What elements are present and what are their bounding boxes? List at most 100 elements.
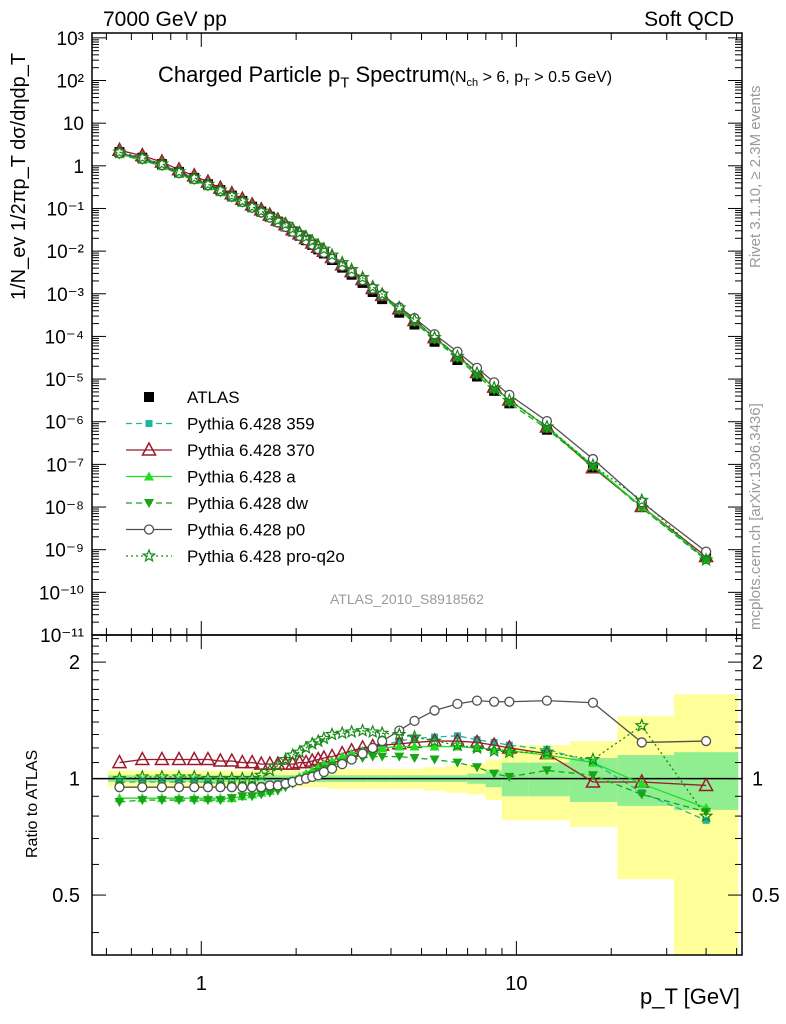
ratio-point — [429, 755, 440, 765]
ratio-point — [407, 729, 422, 744]
ratio-point — [409, 741, 420, 751]
y-tick-label: 10⁻¹⁰ — [39, 583, 84, 604]
x-tick-label: 1 — [196, 973, 207, 995]
ratio-point — [469, 740, 485, 755]
cut-sub: ch — [466, 77, 479, 90]
ratio-point — [409, 715, 420, 726]
ratio-point — [539, 744, 555, 759]
chart-title: Charged Particle pT Spectrum(Nch > 6, pT… — [158, 62, 612, 91]
legend-label: Pythia 6.428 pro-q2o — [187, 547, 345, 566]
ratio-point — [244, 770, 260, 785]
cut-part1: (N — [449, 69, 467, 86]
data-point — [186, 170, 202, 184]
data-point — [365, 279, 380, 294]
ratio-point — [154, 769, 170, 784]
ratio-point — [634, 718, 650, 732]
data-point — [698, 552, 714, 567]
band-total — [673, 694, 739, 955]
data-point — [316, 241, 332, 256]
ratio-point — [587, 697, 599, 708]
ratio-point — [112, 770, 127, 785]
data-point — [634, 492, 650, 507]
title-main-sub: T — [340, 74, 350, 92]
data-point — [292, 225, 307, 239]
ratio-point — [472, 763, 483, 773]
ratio-point — [111, 753, 128, 769]
y-tick-label: 10³ — [57, 29, 84, 50]
data-point — [344, 261, 359, 276]
ratio-point — [138, 778, 146, 786]
ratio-point — [114, 782, 125, 793]
ratio-point — [215, 782, 226, 793]
ratio-point — [244, 753, 260, 769]
ratio-tick-label-right: 1 — [752, 769, 763, 791]
data-point — [450, 348, 465, 363]
ratio-point — [262, 762, 278, 777]
series-proq2o — [112, 144, 714, 823]
ratio-point — [427, 733, 442, 748]
band-stat — [617, 755, 674, 806]
ratio-point — [702, 816, 710, 824]
ratio-point — [215, 796, 226, 806]
series-line-main — [119, 152, 707, 553]
ratio-point — [115, 778, 123, 786]
legend-marker — [141, 441, 157, 456]
ratio-point — [429, 705, 440, 716]
y-tick-label: 10⁻⁴ — [45, 327, 84, 348]
ratio-point — [357, 748, 368, 759]
ratio-point — [316, 730, 332, 745]
ratio-point — [171, 769, 187, 784]
legend-label: Pythia 6.428 dw — [187, 494, 309, 513]
ratio-point — [394, 741, 405, 751]
y-tick-label: 10⁻⁹ — [45, 541, 84, 562]
data-point — [226, 191, 237, 202]
ratio-point — [471, 695, 483, 706]
ratio-point — [237, 782, 248, 793]
legend — [126, 392, 172, 563]
ratio-point — [473, 736, 481, 744]
data-point — [469, 365, 485, 380]
ratio-point — [202, 782, 214, 793]
ratio-tick-label-left: 0.5 — [52, 885, 80, 907]
ratio-point — [256, 790, 267, 800]
legend-marker — [145, 420, 153, 427]
ratio-point — [488, 696, 500, 707]
data-point — [486, 380, 502, 394]
ratio-point — [186, 769, 202, 784]
ratio-point — [409, 754, 420, 764]
ratio-point — [137, 796, 148, 806]
ratio-point — [175, 778, 183, 786]
ratio-point — [392, 726, 407, 741]
ratio-point — [453, 732, 461, 740]
ratio-point — [298, 740, 314, 755]
ratio-point — [700, 735, 712, 747]
y-tick-label: 10⁻² — [47, 242, 85, 263]
ratio-point — [377, 742, 388, 752]
ratio-point — [237, 792, 248, 802]
ratio-point — [186, 750, 203, 766]
ratio-point — [156, 782, 168, 793]
data-point — [224, 187, 240, 202]
cut-part2: > 6, p — [478, 69, 524, 86]
ratio-point — [452, 698, 463, 710]
data-point — [334, 254, 350, 269]
data-point — [377, 289, 388, 301]
y-tick-label: 10⁻⁸ — [45, 498, 84, 519]
y-tick-label: 10⁻⁶ — [45, 413, 84, 434]
legend-label: Pythia 6.428 370 — [187, 441, 315, 460]
legend-marker — [143, 524, 155, 535]
ratio-point — [202, 796, 213, 806]
y-tick-label: 10 — [63, 114, 84, 135]
ratio-point — [377, 752, 388, 762]
data-point — [374, 286, 390, 301]
data-point — [502, 392, 517, 407]
ratio-point — [256, 782, 267, 793]
ratio-point — [204, 778, 212, 786]
data-point — [253, 203, 269, 218]
main-frame — [91, 32, 743, 636]
data-point — [114, 147, 125, 159]
y-tick-label: 10⁻³ — [47, 285, 85, 306]
ratio-point — [698, 808, 714, 823]
ratio-point — [367, 742, 378, 754]
